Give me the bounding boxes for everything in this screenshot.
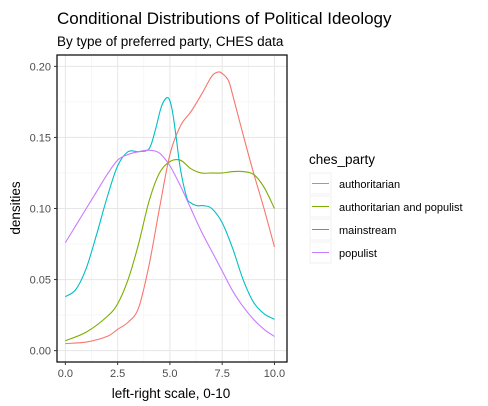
y-tick-label: 0.20 [30,61,51,73]
plot-area [56,54,288,363]
x-axis: 0.0 2.5 5.0 7.5 10.0 [58,362,285,380]
series-lines [64,71,275,345]
series-line-2 [65,97,275,320]
chart-title: Conditional Distributions of Political I… [57,9,392,28]
chart-subtitle: By type of preferred party, CHES data [57,34,284,49]
x-tick-label: 7.5 [215,368,230,380]
x-axis-label: left-right scale, 0-10 [112,386,231,401]
x-tick-label: 2.5 [110,368,125,380]
y-axis-label: densities [8,181,23,235]
legend-item: authoritarian [309,172,400,195]
y-tick-label: 0.05 [30,275,51,287]
y-tick-label: 0.00 [30,346,51,358]
legend-item: authoritarian and populist [309,195,463,218]
legend-label: authoritarian and populist [339,202,463,214]
x-tick-label: 5.0 [162,368,177,380]
x-tick-label: 0.0 [58,368,73,380]
legend-label: authoritarian [339,179,400,191]
x-tick-label: 10.0 [264,368,285,380]
series-line-0 [65,71,275,345]
series-line-3 [64,149,275,337]
legend-label: populist [339,248,377,260]
y-tick-label: 0.10 [30,204,51,216]
y-axis: 0.00 0.05 0.10 0.15 0.20 [30,61,57,358]
legend-title: ches_party [309,152,375,167]
legend-item: populist [309,241,377,264]
legend-label: mainstream [339,225,396,237]
grid-major [57,55,287,362]
y-tick-label: 0.15 [30,132,51,144]
legend-item: mainstream [309,218,396,241]
legend: ches_party authoritarian authoritarian an… [309,152,463,264]
series-line-1 [65,158,275,342]
